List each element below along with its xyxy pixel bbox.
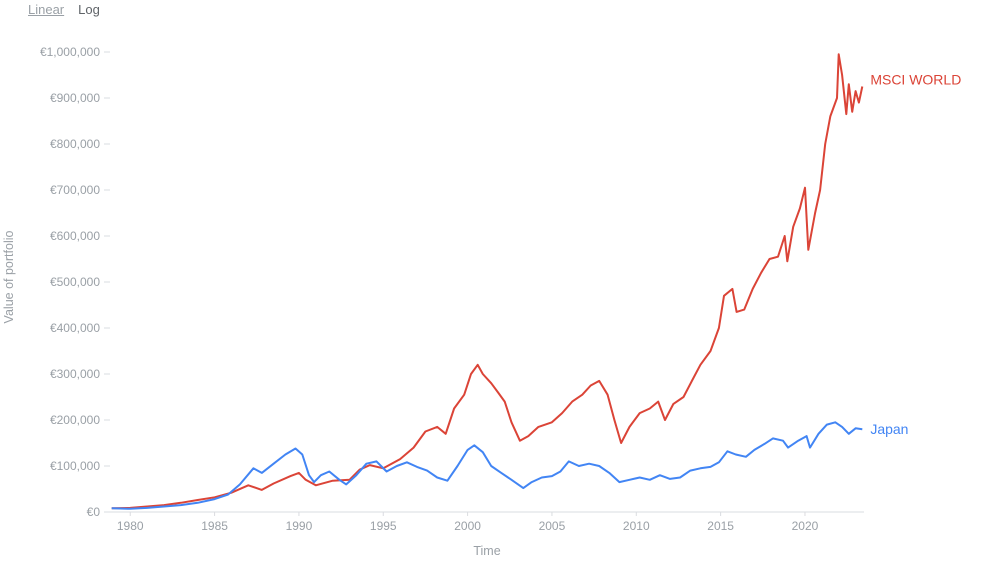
x-tick-label: 2015: [707, 519, 734, 533]
x-tick-label: 2020: [792, 519, 819, 533]
x-tick-label: 1995: [370, 519, 397, 533]
x-tick-label: 1985: [201, 519, 228, 533]
y-tick-label: €500,000: [50, 275, 100, 289]
y-tick-label: €700,000: [50, 183, 100, 197]
y-axis-labels: €0 €100,000 €200,000 €300,000 €400,000 €500,0…: [40, 45, 100, 519]
y-tick-label: €400,000: [50, 321, 100, 335]
x-tick-label: 1990: [286, 519, 313, 533]
y-tick-label: €800,000: [50, 137, 100, 151]
y-tick-label: €300,000: [50, 367, 100, 381]
series-line-japan: [111, 421, 863, 510]
y-tick-label: €100,000: [50, 459, 100, 473]
x-axis-labels: 1980 1985 1990 1995 2000 2005 2010 2015 2020: [117, 512, 819, 533]
scale-toggle: Linear Log: [28, 2, 100, 17]
x-tick-label: 2000: [454, 519, 481, 533]
log-scale-toggle[interactable]: Log: [78, 2, 100, 17]
y-axis-title: Value of portfolio: [2, 231, 16, 324]
y-tick-label: €0: [87, 505, 101, 519]
linear-scale-toggle[interactable]: Linear: [28, 2, 65, 17]
y-tick-label: €200,000: [50, 413, 100, 427]
x-axis-title: Time: [473, 544, 500, 558]
x-tick-label: 2010: [623, 519, 650, 533]
series-line-msci-world: [111, 53, 864, 510]
y-tick-label: €600,000: [50, 229, 100, 243]
y-tick-label: €900,000: [50, 91, 100, 105]
series-label: Japan: [870, 421, 908, 437]
x-tick-label: 1980: [117, 519, 144, 533]
series-label: MSCI WORLD: [870, 72, 961, 88]
y-tick-label: €1,000,000: [40, 45, 100, 59]
y-axis-ticks: [104, 51, 110, 513]
series-labels: MSCI WORLD Japan: [870, 72, 961, 438]
x-tick-label: 2005: [539, 519, 566, 533]
series-lines: [111, 53, 864, 510]
